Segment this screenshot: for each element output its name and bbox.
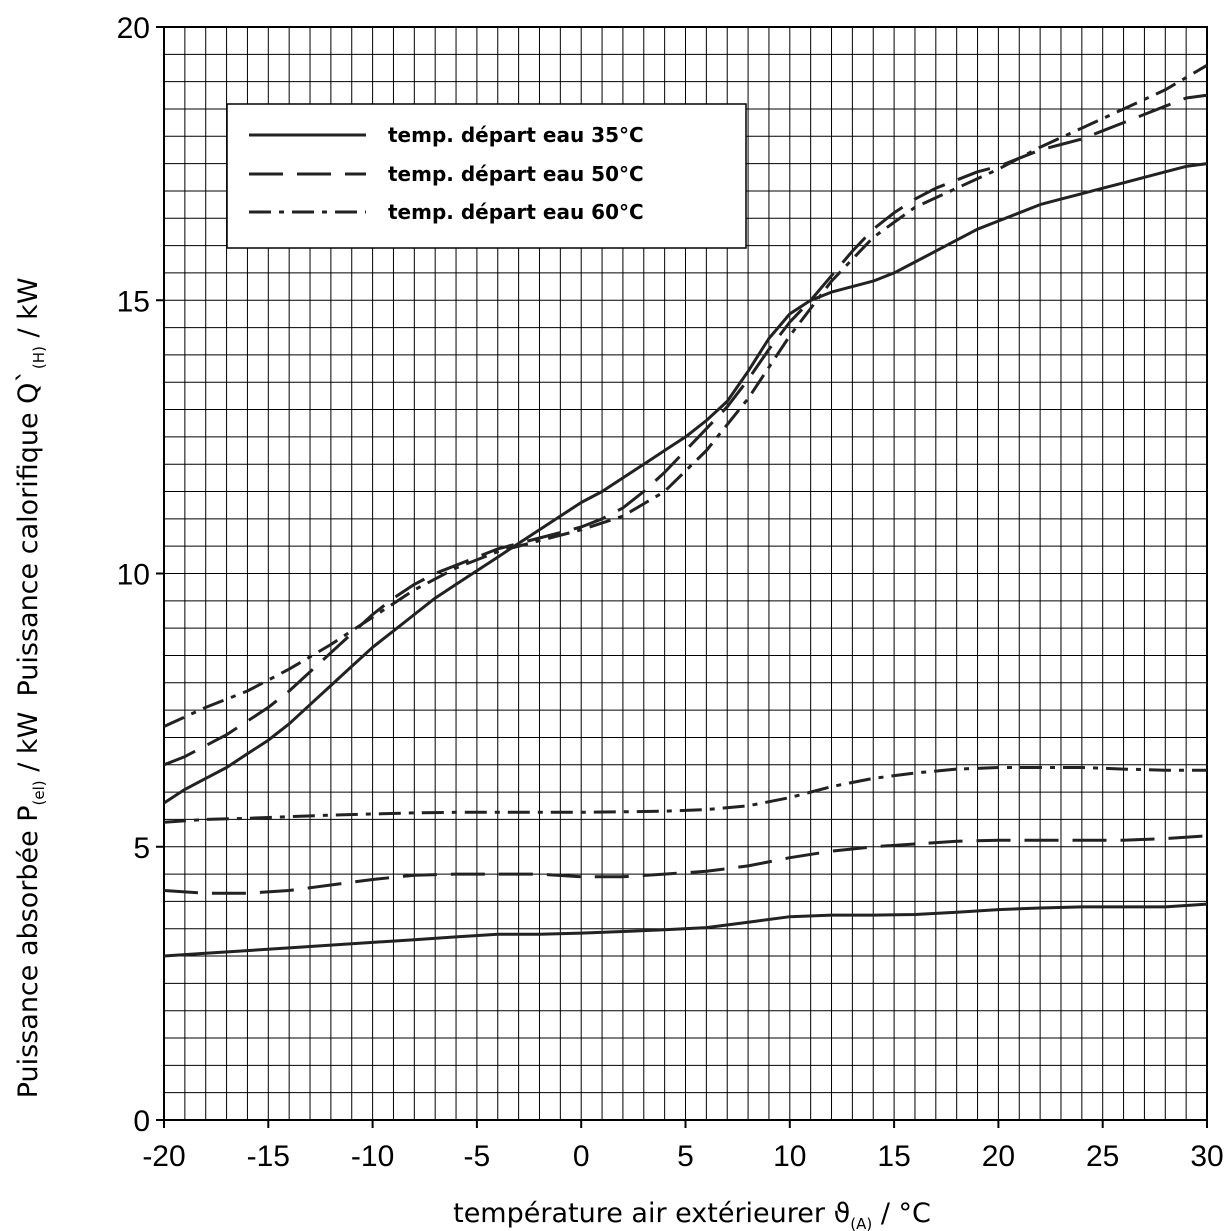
x-tick-label: -5 — [464, 1140, 491, 1173]
y-tick-label: 0 — [133, 1105, 150, 1138]
x-tick-label: 10 — [773, 1140, 806, 1173]
x-tick-label: 20 — [982, 1140, 1015, 1173]
y-axis-title-heat-sub: (H) — [30, 346, 48, 369]
y-axis-title-heat-main: Puissance calorifique Q` — [13, 369, 44, 696]
x-tick-label: 5 — [677, 1140, 694, 1173]
x-axis-title-symbol: ϑ — [834, 1198, 851, 1229]
series-power-line-0 — [163, 902, 1208, 958]
series-heat-line-0 — [163, 162, 1208, 805]
y-axis-title-heat: Puissance calorifique Q`(H) / kW — [13, 277, 48, 696]
series-power-line-2 — [163, 766, 1207, 824]
legend-box — [226, 103, 747, 249]
x-tick-label: -10 — [351, 1140, 394, 1173]
axis-ticks: -20 -15 -10 -5 0 5 10 15 20 25 30 0 5 10 15 20 — [117, 12, 1224, 1173]
x-axis-title-main: température air extérieurer — [453, 1198, 833, 1229]
series-power-line-1 — [163, 834, 1208, 895]
y-axis-title-power-main: Puissance absorbée P — [13, 805, 44, 1098]
legend: temp. départ eau 35°C temp. départ eau 5… — [226, 103, 747, 249]
x-tick-label: 0 — [573, 1140, 590, 1173]
x-axis-title: température air extérieurer ϑ(A) / °C — [453, 1198, 931, 1231]
x-axis-title-sub: (A) — [850, 1215, 872, 1231]
series-heat-line-1 — [163, 93, 1208, 767]
y-tick-label: 15 — [117, 285, 150, 318]
y-axis-title-power: Puissance absorbée P(el) / kW — [13, 712, 48, 1099]
y-tick-label: 10 — [117, 559, 150, 592]
y-tick-label: 5 — [133, 832, 150, 865]
legend-label-50: temp. départ eau 50°C — [388, 162, 644, 186]
y-axis-title-power-unit: / kW — [13, 712, 44, 781]
x-axis-title-unit: / °C — [872, 1198, 931, 1229]
x-tick-label: 15 — [877, 1140, 910, 1173]
x-tick-label: -20 — [142, 1140, 185, 1173]
y-axis-title-heat-unit: / kW — [13, 277, 44, 346]
x-tick-label: 30 — [1190, 1140, 1223, 1173]
x-tick-label: 25 — [1086, 1140, 1119, 1173]
y-axis-title-power-sub: (el) — [30, 780, 48, 805]
series-lines — [163, 64, 1208, 958]
legend-label-60: temp. départ eau 60°C — [388, 200, 644, 224]
x-tick-label: -15 — [247, 1140, 290, 1173]
y-tick-label: 20 — [117, 12, 150, 45]
legend-label-35: temp. départ eau 35°C — [388, 123, 644, 147]
